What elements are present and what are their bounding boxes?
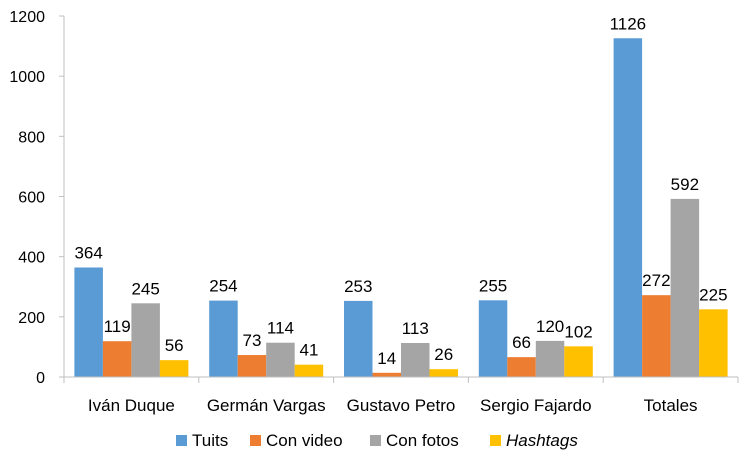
bar xyxy=(344,300,373,377)
data-label: 254 xyxy=(209,277,237,296)
legend-label: Hashtags xyxy=(506,431,578,450)
y-tick-label: 0 xyxy=(36,370,45,387)
bar xyxy=(159,360,189,377)
legend-label: Con fotos xyxy=(386,431,459,450)
bars xyxy=(74,38,728,378)
y-tick-label: 400 xyxy=(18,250,45,267)
y-tick-label: 800 xyxy=(18,129,45,146)
data-label: 253 xyxy=(344,277,372,296)
category-label: Totales xyxy=(644,396,698,415)
bar xyxy=(209,300,238,377)
category-label: Iván Duque xyxy=(88,396,175,415)
legend-label: Tuits xyxy=(192,431,228,450)
bar xyxy=(131,303,160,377)
bar xyxy=(74,267,103,377)
data-label: 102 xyxy=(564,322,592,341)
data-label: 66 xyxy=(512,333,531,352)
data-label: 14 xyxy=(377,349,396,368)
bar xyxy=(535,340,565,377)
bar xyxy=(372,372,401,377)
data-label: 255 xyxy=(479,276,507,295)
bar xyxy=(294,364,324,377)
legend-label: Con video xyxy=(266,431,343,450)
bar xyxy=(102,341,132,377)
bar xyxy=(670,198,700,377)
y-tick-label: 1200 xyxy=(9,9,45,26)
y-tick-label: 1000 xyxy=(9,69,45,86)
bar xyxy=(507,357,536,377)
bar xyxy=(401,343,430,377)
data-label: 113 xyxy=(402,319,429,338)
bar xyxy=(266,342,295,377)
category-label: Sergio Fajardo xyxy=(480,396,592,415)
bar xyxy=(564,346,593,377)
data-label: 272 xyxy=(642,271,670,290)
data-label: 73 xyxy=(242,331,261,350)
legend-swatch xyxy=(250,435,261,446)
legend: Tuits Con video Con fotos Hashtags xyxy=(176,431,578,450)
legend-swatch xyxy=(490,435,501,446)
legend-swatch xyxy=(176,435,187,446)
category-label: Germán Vargas xyxy=(207,396,326,415)
data-label: 225 xyxy=(699,285,727,304)
bar xyxy=(642,295,671,377)
data-label: 119 xyxy=(104,317,131,336)
data-label: 592 xyxy=(671,175,699,194)
data-label: 364 xyxy=(74,243,102,262)
data-label: 41 xyxy=(299,341,318,360)
data-label: 245 xyxy=(131,279,159,298)
data-label: 1126 xyxy=(610,14,647,33)
y-tick-label: 200 xyxy=(18,310,45,327)
bar xyxy=(699,309,728,377)
legend-swatch xyxy=(370,435,381,446)
data-label: 26 xyxy=(434,345,453,364)
x-axis: Iván Duque Germán Vargas Gustavo Petro Serg… xyxy=(63,376,739,415)
data-label: 120 xyxy=(536,317,564,336)
data-label: 56 xyxy=(165,336,184,355)
y-tick-label: 600 xyxy=(18,190,45,207)
bar xyxy=(429,369,458,377)
bar xyxy=(613,38,643,378)
y-axis: 0 200 400 600 800 1000 1200 xyxy=(9,9,65,387)
data-label: 114 xyxy=(267,319,294,338)
category-label: Gustavo Petro xyxy=(347,396,456,415)
bar xyxy=(237,355,267,377)
bar xyxy=(478,300,508,377)
